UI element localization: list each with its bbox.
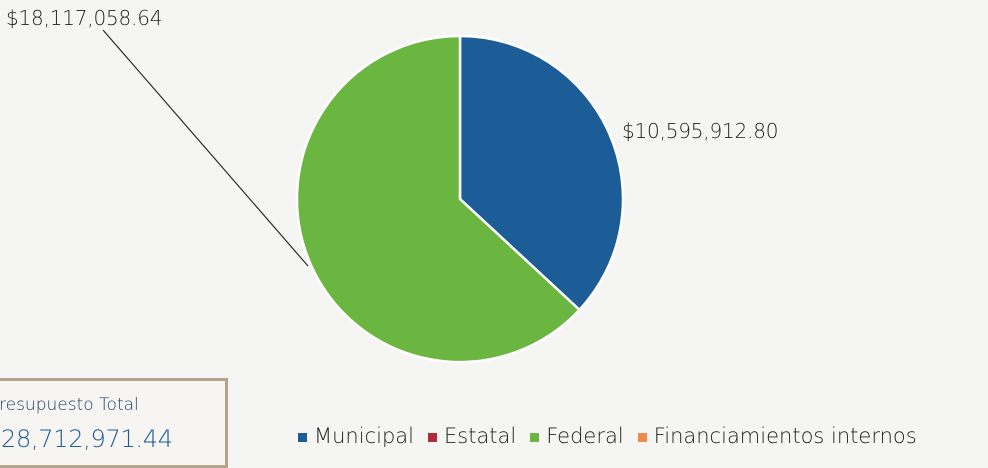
legend-swatch-estatal xyxy=(428,432,437,442)
legend-swatch-municipal xyxy=(298,432,307,442)
federal-leader-line xyxy=(102,29,309,267)
legend-label-municipal: Municipal xyxy=(314,424,414,448)
chart-legend: Municipal Estatal Federal Financiamiento… xyxy=(298,424,917,448)
legend-item-financiamientos: Financiamientos internos xyxy=(637,424,917,448)
legend-item-estatal: Estatal xyxy=(428,424,516,448)
pie-slice-municipal xyxy=(458,34,625,312)
pie-slice-federal xyxy=(295,34,581,364)
legend-swatch-federal xyxy=(530,432,540,442)
total-budget-value: 28,712,971.44 xyxy=(1,425,173,453)
pie-chart xyxy=(102,29,625,364)
legend-label-federal: Federal xyxy=(546,424,624,448)
legend-item-municipal: Municipal xyxy=(298,424,414,448)
total-budget-title: resupuesto Total xyxy=(0,395,139,415)
municipal-data-label: $10,595,912.80 xyxy=(622,119,779,143)
federal-data-label: $18,117,058.64 xyxy=(6,6,163,30)
legend-label-financiamientos: Financiamientos internos xyxy=(653,424,917,448)
legend-label-estatal: Estatal xyxy=(444,424,517,448)
total-budget-box: resupuesto Total 28,712,971.44 xyxy=(0,378,228,468)
legend-item-federal: Federal xyxy=(530,424,624,448)
legend-swatch-financiamientos xyxy=(637,432,647,442)
